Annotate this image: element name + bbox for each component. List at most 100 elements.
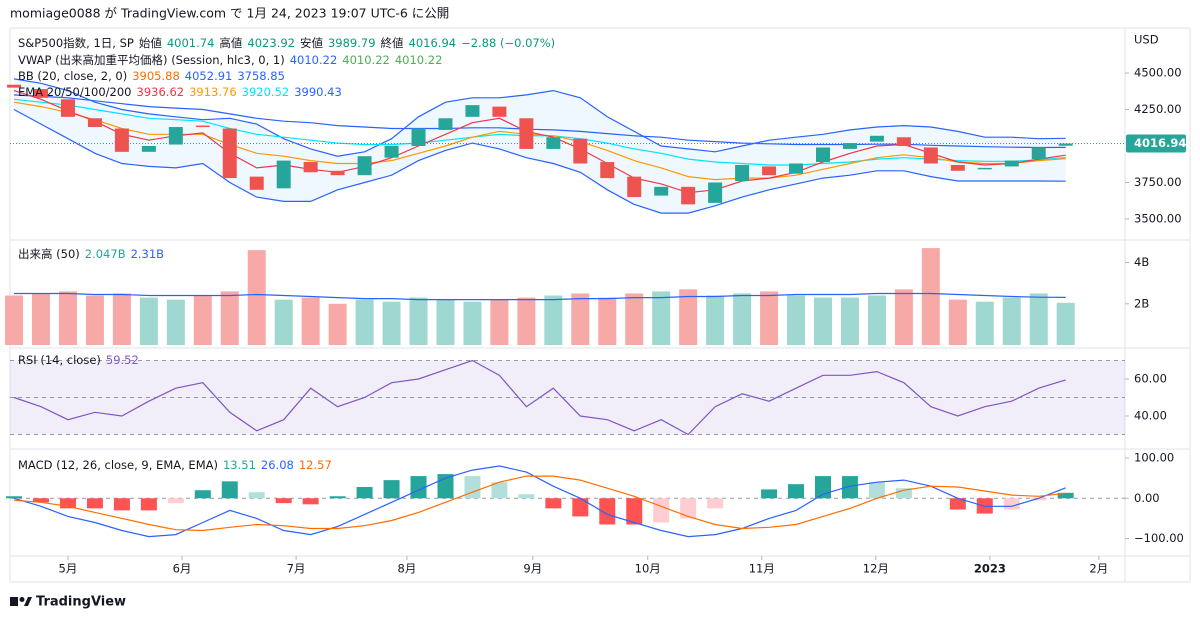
candle — [141, 145, 156, 152]
macd-histogram — [383, 480, 400, 499]
legend-value: 3936.62 — [137, 85, 185, 99]
volume-bar — [625, 293, 644, 345]
volume-bar — [948, 299, 967, 345]
candle — [573, 138, 588, 164]
x-tick-label: 12月 — [863, 562, 889, 576]
ema-line — [13, 94, 1066, 149]
last-price-tag — [1126, 134, 1186, 153]
legend-value: 2.047B — [85, 247, 126, 261]
legend-value: 始値 — [139, 36, 162, 50]
y-tick-label: 0.00 — [1134, 491, 1160, 505]
macd-histogram — [356, 486, 373, 499]
volume-ma — [14, 292, 1066, 301]
macd-histogram — [1003, 498, 1020, 510]
candle — [276, 160, 291, 189]
legend-label: VWAP (出来高加重平均価格) (Session, hlc3, 0, 1) — [18, 53, 285, 67]
candle — [1031, 147, 1046, 160]
legend: VWAP (出来高加重平均価格) (Session, hlc3, 0, 1) 40… — [18, 53, 442, 67]
candle — [411, 128, 426, 146]
signal-line — [13, 475, 1066, 532]
logo-mark — [24, 597, 32, 606]
volume-bar — [193, 295, 212, 345]
legend-value: 59.52 — [106, 353, 139, 367]
volume-bar — [247, 250, 266, 345]
candle — [249, 176, 264, 190]
legend-value: −2.88 (−0.07%) — [461, 36, 555, 50]
macd-histogram — [86, 498, 103, 509]
legend-value: 3758.85 — [237, 69, 285, 83]
volume-bar — [274, 299, 293, 345]
macd-histogram — [1057, 492, 1074, 499]
candle — [842, 143, 857, 149]
legend-value: 終値 — [381, 36, 404, 50]
volume-bar — [787, 295, 806, 345]
macd-histogram — [653, 498, 670, 523]
legend: BB (20, close, 2, 0) 3905.88 4052.91 3758.8… — [18, 69, 285, 83]
legend-value: 4010.22 — [395, 53, 443, 67]
volume-bar — [1002, 297, 1021, 345]
logo-mark — [10, 597, 18, 606]
macd-histogram — [626, 498, 643, 525]
macd-histogram — [194, 490, 211, 499]
y-tick-label: 4500.00 — [1134, 66, 1182, 80]
volume-bar — [166, 299, 185, 345]
legend-value: 3990.43 — [294, 85, 342, 99]
macd-histogram — [895, 488, 912, 499]
candle — [708, 182, 723, 203]
volume-bar — [571, 293, 590, 345]
ema-line — [13, 90, 1066, 194]
volume-bar — [112, 293, 131, 345]
rsi-line — [13, 359, 1066, 436]
legend-value: 3913.76 — [189, 85, 237, 99]
candle — [950, 164, 965, 171]
macd-histogram — [949, 498, 966, 510]
macd-histogram — [6, 496, 23, 499]
x-tick-label: 7月 — [287, 562, 306, 576]
volume-bar — [733, 293, 752, 345]
legend-label: RSI (14, close) — [18, 353, 101, 367]
macd-histogram — [841, 476, 858, 499]
footer-brand: TradingView — [36, 595, 126, 610]
candle — [735, 164, 750, 182]
legend-value: 4052.91 — [185, 69, 233, 83]
legend-value: 高値 — [219, 36, 242, 50]
volume-bar — [32, 293, 51, 345]
candle — [168, 127, 183, 145]
macd-line — [13, 465, 1066, 538]
legend-label: BB (20, close, 2, 0) — [18, 69, 127, 83]
legend-value: 2.31B — [131, 247, 165, 261]
legend-value: 4001.74 — [167, 36, 215, 50]
macd-histogram — [707, 498, 724, 509]
candle — [600, 162, 615, 179]
macd-histogram — [518, 494, 535, 499]
volume-bar — [598, 297, 617, 345]
legend-value: 安値 — [300, 36, 323, 50]
volume-bar — [355, 299, 374, 345]
legend-label: 出来高 (50) — [18, 247, 80, 261]
x-tick-label: 5月 — [59, 562, 78, 576]
macd-histogram — [761, 489, 778, 499]
macd-histogram — [248, 492, 265, 499]
macd-histogram — [599, 498, 616, 525]
macd-histogram — [680, 498, 697, 519]
macd-histogram — [221, 481, 238, 499]
legend: EMA 20/50/100/200 3936.62 3913.76 3920.52 39… — [18, 85, 342, 99]
volume-bar — [921, 248, 940, 345]
y-tick-label: 4B — [1134, 255, 1149, 269]
volume-bar — [1056, 302, 1075, 345]
volume-bar — [85, 295, 104, 345]
legend-value: 26.08 — [261, 458, 294, 472]
volume-bar — [301, 297, 320, 345]
volume-bar — [706, 295, 725, 345]
volume-bar — [463, 301, 482, 345]
candle — [762, 166, 777, 176]
volume-bar — [220, 291, 239, 345]
legend-label: MACD (12, 26, close, 9, EMA, EMA) — [18, 458, 218, 472]
candle — [654, 186, 669, 196]
legend-label: EMA 20/50/100/200 — [18, 85, 132, 99]
candle — [681, 186, 696, 205]
macd-histogram — [302, 498, 319, 505]
macd-histogram — [275, 498, 292, 504]
legend-value: 3905.88 — [132, 69, 180, 83]
